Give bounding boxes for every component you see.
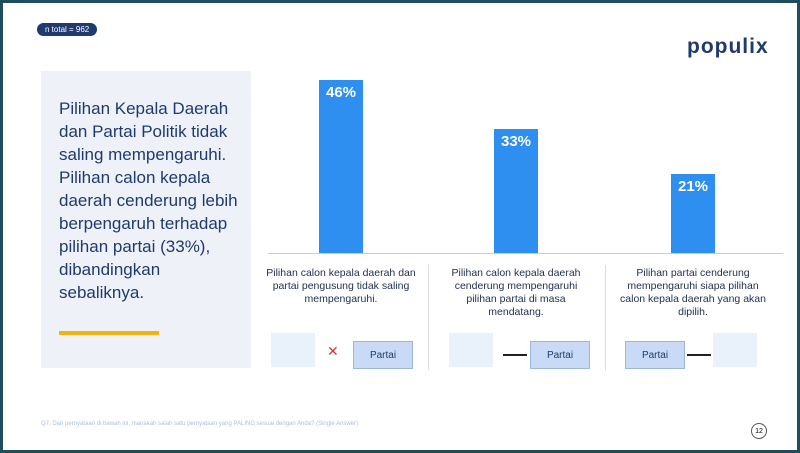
footnote: Q7. Dari pernyataan di bawah ini, manaka… xyxy=(41,421,359,427)
value-label: 21% xyxy=(677,178,709,196)
official-icon xyxy=(271,333,315,367)
value-label: 46% xyxy=(325,84,357,101)
sample-size: n total = 962 xyxy=(37,23,98,36)
official-icon xyxy=(713,333,757,367)
baseline xyxy=(268,253,783,254)
logo: populix xyxy=(687,35,769,58)
bar xyxy=(319,80,363,253)
page-number: 12 xyxy=(751,423,767,439)
bar xyxy=(671,174,715,253)
arrow-icon xyxy=(503,354,527,356)
value-label: 33% xyxy=(500,132,532,150)
category-label: Pilihan calon kepala daerah cenderung me… xyxy=(451,267,581,318)
party-box: Partai xyxy=(530,341,590,369)
official-icon xyxy=(449,333,493,367)
bar xyxy=(494,128,538,253)
category-label: Pilihan calon kepala daerah dan partai p… xyxy=(266,267,416,305)
summary-panel xyxy=(41,71,251,368)
accent-line xyxy=(59,331,159,335)
party-box: Partai xyxy=(353,341,413,369)
divider xyxy=(605,265,606,370)
category-label: Pilihan partai cenderung mempengaruhi si… xyxy=(620,267,766,318)
no-arrow-icon: ✕ xyxy=(327,343,339,359)
arrow-icon xyxy=(687,354,711,356)
summary-text: Pilihan Kepala Daerah dan Partai Politik… xyxy=(59,99,238,302)
divider xyxy=(428,265,429,370)
party-box: Partai xyxy=(625,341,685,369)
